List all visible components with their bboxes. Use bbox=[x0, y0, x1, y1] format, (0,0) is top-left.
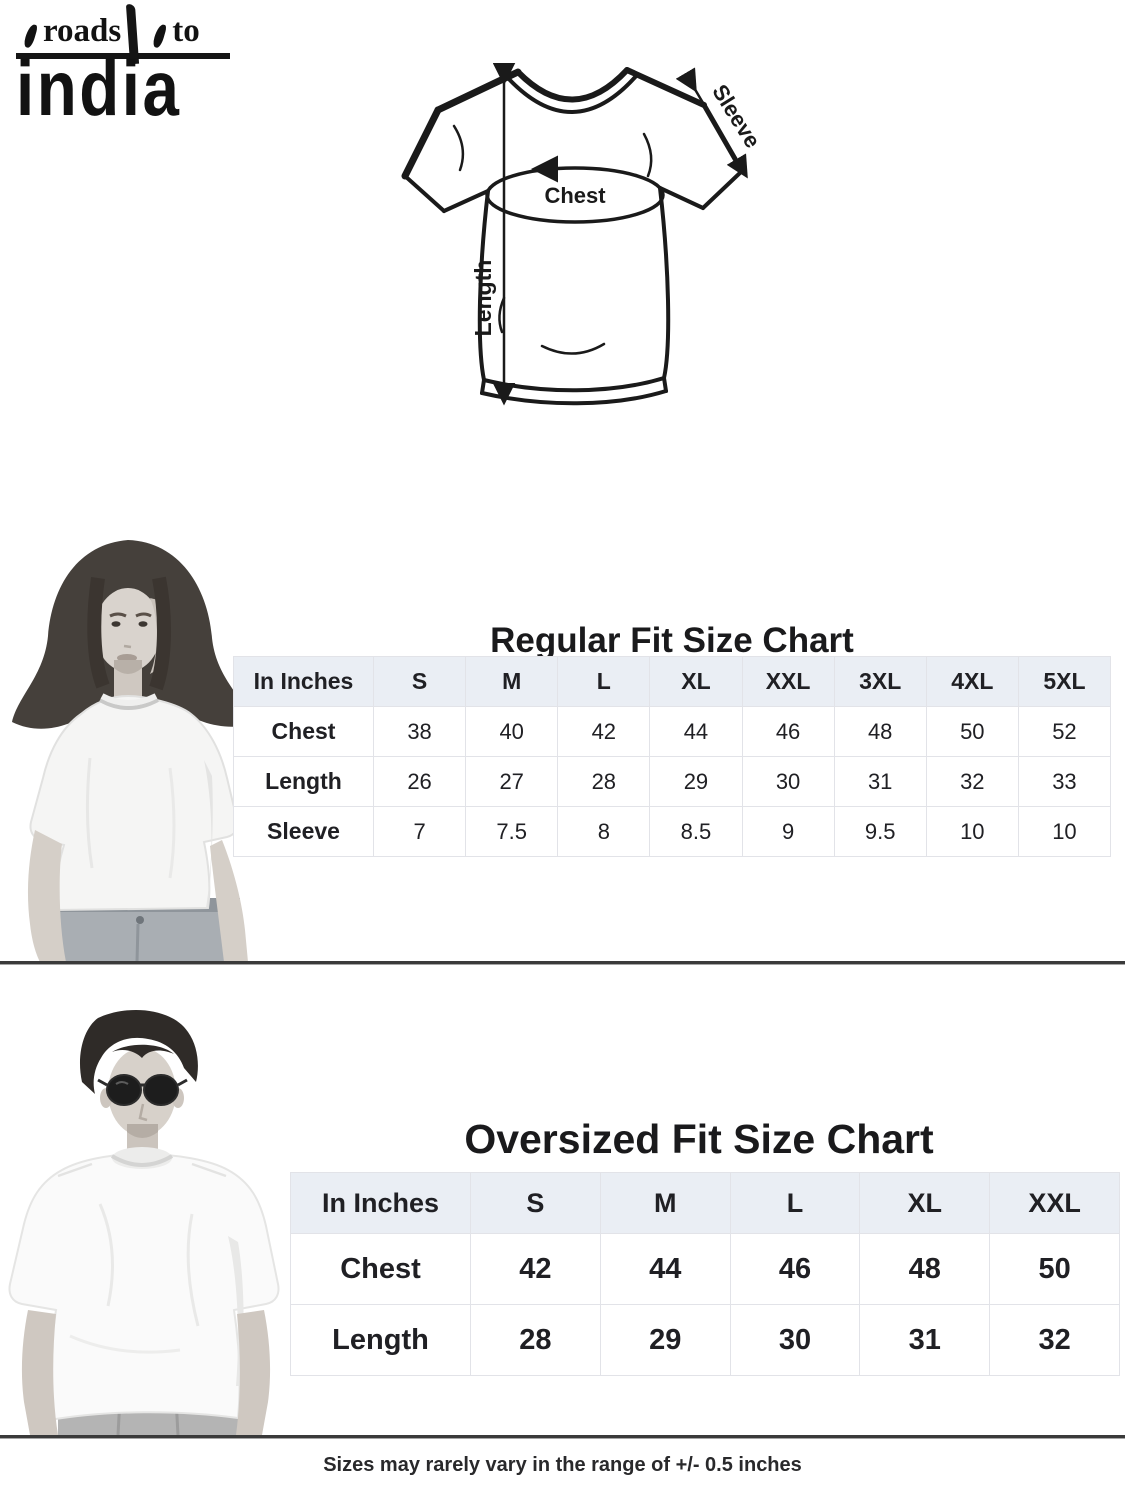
tshirt-measurement-diagram: Chest Length Sleeve bbox=[401, 63, 758, 406]
logo-horizontal-bar bbox=[16, 53, 230, 59]
row-label-cell: Length bbox=[233, 756, 374, 807]
value-cell: 29 bbox=[649, 756, 743, 807]
size-header-cell: S bbox=[470, 1172, 601, 1234]
value-cell: 50 bbox=[925, 706, 1019, 757]
man-model-photo bbox=[8, 1009, 280, 1435]
table-row: Length 26 27 28 29 30 31 32 33 bbox=[233, 756, 1112, 807]
value-cell: 26 bbox=[372, 756, 467, 807]
table-row: Length 28 29 30 31 32 bbox=[290, 1304, 1120, 1376]
man-left-arm bbox=[21, 1310, 58, 1435]
value-cell: 32 bbox=[989, 1304, 1120, 1376]
brand-logo: roads to india bbox=[16, 3, 238, 132]
brand-word-india: india bbox=[16, 44, 182, 132]
row-label-cell: Chest bbox=[233, 706, 374, 757]
woman-right-arm bbox=[210, 840, 248, 962]
size-header-cell: XL bbox=[649, 656, 743, 707]
size-header-cell: M bbox=[465, 656, 559, 707]
value-cell: 40 bbox=[465, 706, 559, 757]
brand-word-to: to bbox=[172, 13, 200, 49]
man-right-arm bbox=[236, 1310, 271, 1435]
value-cell: 30 bbox=[729, 1304, 861, 1376]
regular-fit-title: Regular Fit Size Chart bbox=[490, 621, 854, 661]
value-cell: 28 bbox=[557, 756, 651, 807]
row-label-cell: Sleeve bbox=[233, 806, 374, 857]
table-header-row: In Inches S M L XL XXL bbox=[290, 1172, 1120, 1234]
man-hair bbox=[79, 1009, 198, 1094]
size-header-cell: M bbox=[599, 1172, 731, 1234]
value-cell: 31 bbox=[833, 756, 927, 807]
table-row: Chest 42 44 46 48 50 bbox=[290, 1233, 1120, 1305]
value-cell: 7 bbox=[372, 806, 467, 857]
size-header-cell: L bbox=[729, 1172, 861, 1234]
woman-model-photo bbox=[12, 540, 254, 962]
size-header-cell: 3XL bbox=[833, 656, 927, 707]
value-cell: 8 bbox=[557, 806, 651, 857]
value-cell: 29 bbox=[599, 1304, 731, 1376]
value-cell: 9 bbox=[741, 806, 835, 857]
value-cell: 46 bbox=[729, 1233, 861, 1305]
size-header-cell: 4XL bbox=[925, 656, 1019, 707]
table-header-row: In Inches S M L XL XXL 3XL 4XL 5XL bbox=[233, 656, 1112, 707]
size-header-cell: XL bbox=[859, 1172, 991, 1234]
value-cell: 46 bbox=[741, 706, 835, 757]
value-cell: 44 bbox=[649, 706, 743, 757]
diagram-length-label: Length bbox=[470, 260, 496, 337]
row-label-cell: Length bbox=[290, 1304, 471, 1376]
value-cell: 38 bbox=[372, 706, 467, 757]
value-cell: 9.5 bbox=[833, 806, 927, 857]
oversized-fit-size-table: In Inches S M L XL XXL Chest 42 44 46 48… bbox=[290, 1172, 1120, 1376]
value-cell: 31 bbox=[859, 1304, 991, 1376]
value-cell: 42 bbox=[557, 706, 651, 757]
value-cell: 50 bbox=[989, 1233, 1120, 1305]
woman-tshirt bbox=[29, 694, 239, 912]
oversized-fit-title: Oversized Fit Size Chart bbox=[464, 1116, 934, 1163]
value-cell: 44 bbox=[599, 1233, 731, 1305]
section-divider bbox=[0, 961, 1125, 964]
value-cell: 10 bbox=[925, 806, 1019, 857]
size-header-cell: XXL bbox=[741, 656, 835, 707]
value-cell: 52 bbox=[1017, 706, 1112, 757]
brand-word-roads: roads bbox=[43, 13, 122, 49]
woman-left-arm bbox=[27, 830, 67, 962]
brand-logo-top-line: roads to bbox=[16, 6, 238, 50]
regular-fit-size-table: In Inches S M L XL XXL 3XL 4XL 5XL Chest… bbox=[233, 656, 1112, 857]
size-header-cell: 5XL bbox=[1017, 656, 1112, 707]
value-cell: 28 bbox=[470, 1304, 601, 1376]
value-cell: 33 bbox=[1017, 756, 1112, 807]
value-cell: 27 bbox=[465, 756, 559, 807]
value-cell: 42 bbox=[470, 1233, 601, 1305]
diagram-chest-label: Chest bbox=[544, 183, 606, 208]
value-cell: 7.5 bbox=[465, 806, 559, 857]
value-cell: 30 bbox=[741, 756, 835, 807]
unit-header-cell: In Inches bbox=[233, 656, 374, 707]
unit-header-cell: In Inches bbox=[290, 1172, 471, 1234]
size-header-cell: XXL bbox=[989, 1172, 1120, 1234]
value-cell: 48 bbox=[833, 706, 927, 757]
size-header-cell: L bbox=[557, 656, 651, 707]
table-row: Sleeve 7 7.5 8 8.5 9 9.5 10 10 bbox=[233, 806, 1112, 857]
size-header-cell: S bbox=[372, 656, 467, 707]
table-row: Chest 38 40 42 44 46 48 50 52 bbox=[233, 706, 1112, 757]
value-cell: 8.5 bbox=[649, 806, 743, 857]
man-tshirt bbox=[8, 1152, 280, 1422]
diagram-sleeve-label: Sleeve bbox=[707, 80, 758, 152]
sunglasses-icon bbox=[97, 1074, 188, 1106]
row-label-cell: Chest bbox=[290, 1233, 471, 1305]
value-cell: 10 bbox=[1017, 806, 1112, 857]
size-variance-note: Sizes may rarely vary in the range of +/… bbox=[323, 1454, 802, 1476]
section-divider bbox=[0, 1435, 1125, 1438]
value-cell: 48 bbox=[859, 1233, 991, 1305]
value-cell: 32 bbox=[925, 756, 1019, 807]
